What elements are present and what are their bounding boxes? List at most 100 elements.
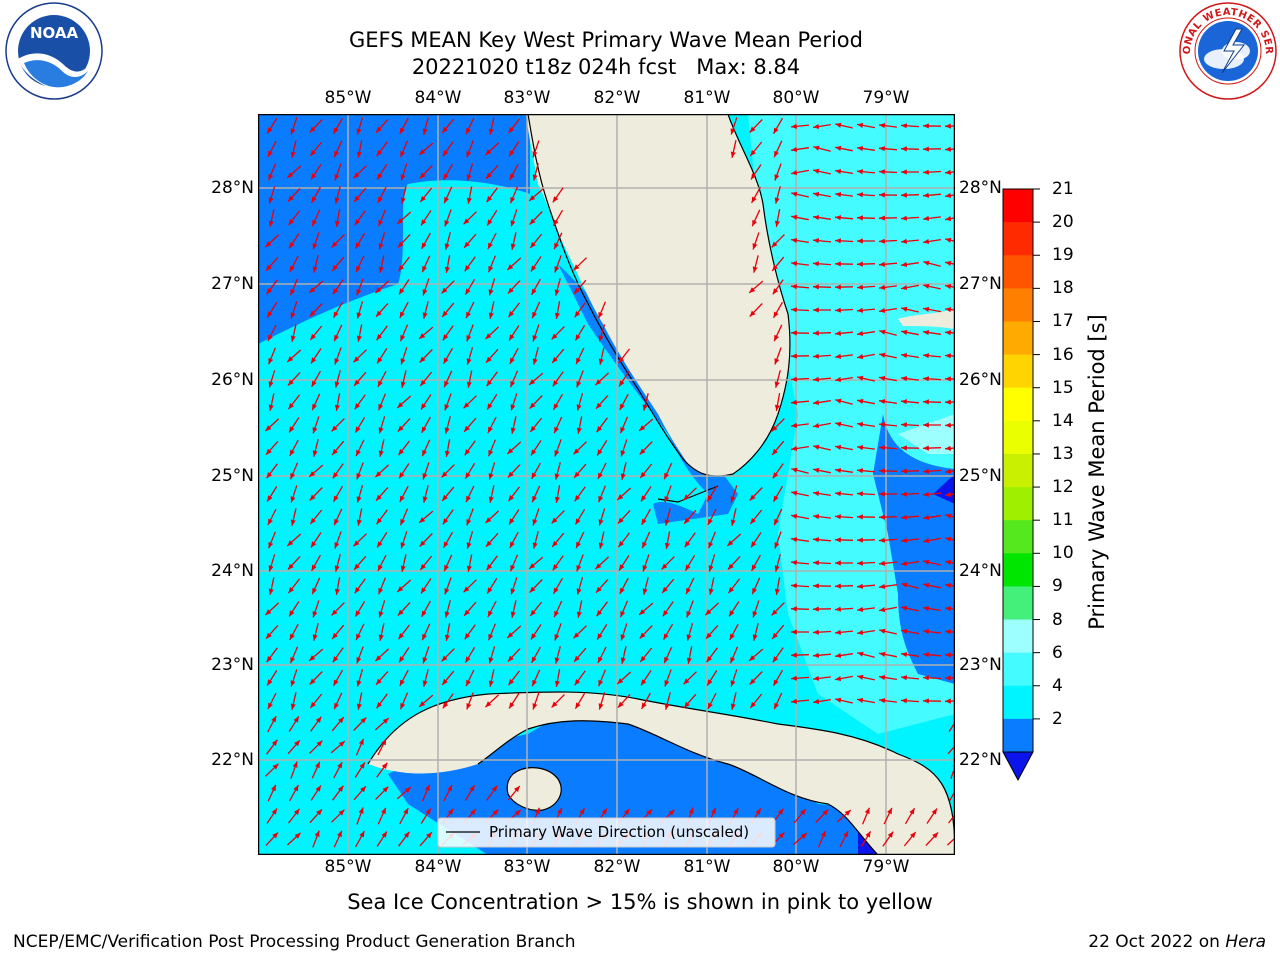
wave-arrow xyxy=(813,145,831,152)
wave-arrow xyxy=(353,533,367,547)
wave-arrow xyxy=(464,462,476,480)
wave-arrow xyxy=(730,485,738,503)
wave-arrow xyxy=(664,508,671,526)
wave-arrow xyxy=(308,280,324,294)
wave-arrow xyxy=(353,349,367,363)
wave-arrow xyxy=(683,487,697,501)
wave-arrow xyxy=(509,186,519,204)
wave-arrow xyxy=(730,669,738,687)
wave-arrow xyxy=(442,693,454,709)
wave-arrow xyxy=(730,692,737,710)
wave-arrow xyxy=(596,440,608,456)
wave-arrow xyxy=(288,233,300,249)
wave-arrow xyxy=(662,623,674,641)
wave-arrow xyxy=(817,830,827,848)
wave-arrow xyxy=(265,624,279,640)
wave-arrow xyxy=(773,692,783,710)
wave-arrow xyxy=(356,278,364,296)
wave-arrow xyxy=(834,168,854,175)
wave-arrow xyxy=(507,647,521,663)
wave-arrow xyxy=(944,652,955,658)
wave-arrow xyxy=(510,209,518,227)
wave-arrow xyxy=(309,325,323,341)
wave-arrow xyxy=(486,578,498,594)
wave-arrow xyxy=(290,301,298,319)
wave-arrow xyxy=(686,600,694,618)
wave-arrow xyxy=(376,693,388,709)
wave-arrow xyxy=(878,514,898,520)
wave-arrow xyxy=(463,601,477,617)
wave-arrow xyxy=(421,439,431,457)
wave-arrow xyxy=(287,187,301,203)
wave-arrow xyxy=(598,692,606,710)
wave-arrow xyxy=(289,784,299,802)
wave-arrow xyxy=(442,141,454,157)
wave-arrow xyxy=(686,623,694,641)
wave-arrow xyxy=(485,348,499,364)
lon-top-79w: 79°W xyxy=(862,88,910,108)
wave-arrow xyxy=(792,832,808,846)
wave-arrow xyxy=(856,307,876,313)
wave-arrow xyxy=(310,164,322,180)
wave-arrow xyxy=(374,464,390,478)
wave-arrow xyxy=(265,831,279,847)
wave-arrow xyxy=(642,577,649,595)
wave-arrow xyxy=(879,329,897,336)
wave-arrow xyxy=(878,238,898,244)
wave-arrow xyxy=(705,624,719,640)
wave-arrow xyxy=(466,186,473,204)
wave-arrow xyxy=(856,583,876,589)
wave-arrow xyxy=(597,301,607,319)
wave-arrow xyxy=(331,809,345,823)
wave-arrow xyxy=(421,784,431,802)
wave-arrow xyxy=(354,232,366,250)
wave-arrow xyxy=(398,831,410,847)
wave-arrow xyxy=(729,623,739,641)
wave-arrow xyxy=(684,532,696,548)
wave-arrow xyxy=(749,509,763,525)
wave-arrow xyxy=(531,278,541,296)
wave-arrow xyxy=(704,602,720,616)
wave-arrow xyxy=(922,353,942,359)
wave-arrow xyxy=(289,623,299,641)
colorbar-cell xyxy=(1003,619,1033,653)
wave-arrow xyxy=(312,416,320,434)
wave-arrow xyxy=(812,422,832,429)
wave-arrow xyxy=(900,123,920,129)
wave-arrow xyxy=(375,786,389,800)
wave-arrow xyxy=(290,324,297,342)
wave-arrow xyxy=(377,807,387,825)
wave-arrow xyxy=(641,508,651,526)
wave-arrow xyxy=(444,393,452,411)
colorbar-cell xyxy=(1003,354,1033,389)
wave-arrow xyxy=(422,278,430,296)
wave-arrow xyxy=(442,531,454,549)
wave-arrow xyxy=(664,669,672,687)
wave-arrow xyxy=(812,652,832,658)
wave-arrow xyxy=(596,417,608,433)
wave-arrow xyxy=(376,509,388,525)
wave-arrow xyxy=(944,698,955,704)
wave-arrow xyxy=(268,370,276,388)
wave-arrow xyxy=(598,324,606,342)
wave-arrow xyxy=(552,577,564,595)
wave-arrow xyxy=(266,670,278,686)
wave-arrow xyxy=(510,232,517,250)
wave-arrow xyxy=(923,260,941,267)
wave-arrow xyxy=(418,326,434,340)
wave-arrow xyxy=(353,371,367,387)
wave-arrow xyxy=(774,347,782,365)
wave-arrow xyxy=(508,141,520,157)
wave-arrow xyxy=(421,416,431,434)
wave-arrow xyxy=(900,399,920,405)
wave-arrow xyxy=(287,371,301,387)
wave-arrow xyxy=(856,697,876,704)
wave-arrow xyxy=(420,210,432,226)
wave-arrow xyxy=(509,554,519,572)
wave-arrow xyxy=(576,370,584,388)
wave-arrow xyxy=(922,169,942,175)
wave-arrow xyxy=(289,278,299,296)
wave-arrow xyxy=(288,417,300,433)
wave-arrow xyxy=(532,163,539,181)
wave-arrow xyxy=(594,556,610,570)
